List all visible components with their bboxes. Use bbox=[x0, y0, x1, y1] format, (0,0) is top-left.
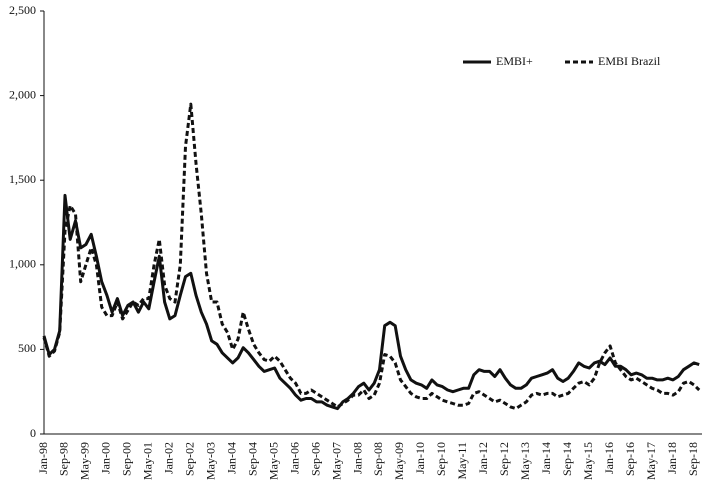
x-tick-label: May-15 bbox=[581, 442, 595, 480]
x-tick-label: Sep-08 bbox=[371, 442, 385, 476]
legend-label: EMBI Brazil bbox=[598, 54, 661, 68]
x-tick-label: Sep-98 bbox=[57, 442, 71, 476]
y-tick-label: 500 bbox=[18, 341, 36, 355]
x-tick-label: May-05 bbox=[266, 442, 280, 480]
x-tick-label: Jan-14 bbox=[539, 442, 553, 474]
x-tick-label: Jan-12 bbox=[476, 442, 490, 474]
x-tick-label: Jan-10 bbox=[413, 442, 427, 474]
x-tick-label: Sep-02 bbox=[183, 442, 197, 476]
x-tick-label: May-13 bbox=[518, 442, 532, 480]
y-tick-label: 1,500 bbox=[9, 172, 36, 186]
y-tick-label: 2,000 bbox=[9, 87, 36, 101]
x-tick-label: Sep-06 bbox=[308, 442, 322, 476]
x-tick-label: May-09 bbox=[392, 442, 406, 480]
y-tick-label: 0 bbox=[30, 426, 36, 440]
x-tick-label: Jan-02 bbox=[162, 442, 176, 474]
x-tick-label: Jan-00 bbox=[99, 442, 113, 474]
x-tick-label: Sep-10 bbox=[434, 442, 448, 476]
series-line bbox=[42, 193, 700, 411]
x-tick-label: Jan-98 bbox=[36, 442, 50, 474]
x-tick-label: Jan-08 bbox=[350, 442, 364, 474]
x-tick-label: May-11 bbox=[455, 442, 469, 480]
x-tick-label: May-01 bbox=[141, 442, 155, 480]
x-tick-label: Jan-04 bbox=[224, 442, 238, 474]
x-tick-label: Jan-06 bbox=[287, 442, 301, 474]
y-tick-label: 1,000 bbox=[9, 257, 36, 271]
x-tick-label: Sep-14 bbox=[560, 442, 574, 476]
x-tick-label: Jan-16 bbox=[602, 442, 616, 474]
legend-label: EMBI+ bbox=[496, 54, 533, 68]
x-tick-label: May-99 bbox=[78, 442, 92, 480]
x-tick-label: Sep-16 bbox=[623, 442, 637, 476]
x-tick-label: May-03 bbox=[203, 442, 217, 480]
x-tick-label: Sep-00 bbox=[120, 442, 134, 476]
x-tick-label: Jan-18 bbox=[665, 442, 679, 474]
x-tick-label: May-07 bbox=[329, 442, 343, 480]
x-tick-label: Sep-18 bbox=[686, 442, 700, 476]
x-tick-label: Sep-12 bbox=[497, 442, 511, 476]
x-tick-label: May-17 bbox=[644, 442, 658, 480]
x-tick-label: Sep-04 bbox=[245, 442, 259, 476]
series-line bbox=[42, 102, 701, 411]
y-tick-label: 2,500 bbox=[9, 3, 36, 17]
